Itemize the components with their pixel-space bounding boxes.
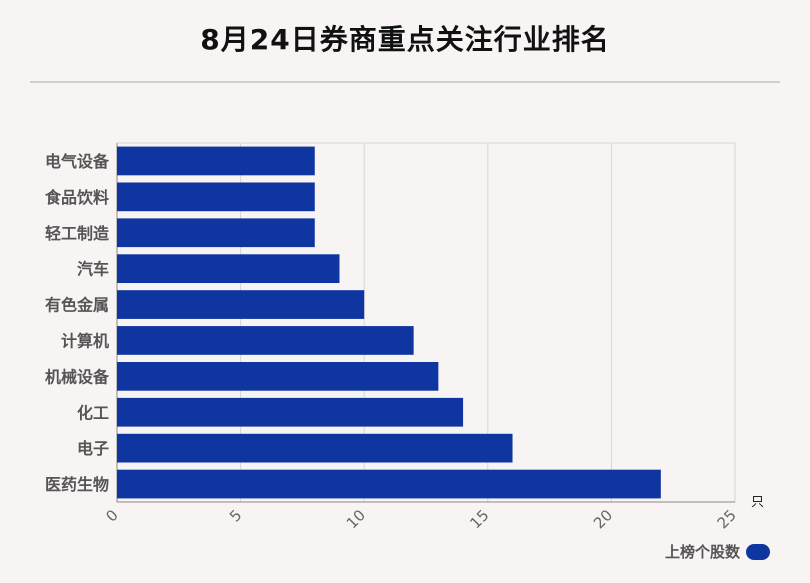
bar [117, 254, 340, 284]
bar [117, 182, 315, 212]
y-category-label: 汽车 [77, 260, 109, 279]
legend-label: 上榜个股数 [664, 543, 740, 561]
bar [117, 326, 414, 355]
bar [117, 469, 661, 499]
y-category-label: 计算机 [61, 331, 109, 350]
x-tick-label: 5 [226, 506, 245, 525]
bar [117, 361, 439, 391]
bar [117, 433, 513, 463]
x-unit-label: 只 [751, 495, 764, 510]
x-tick-label: 0 [102, 506, 121, 525]
y-category-label: 电子 [77, 439, 109, 458]
title-divider [30, 81, 780, 83]
bar [117, 218, 315, 248]
y-category-label: 化工 [77, 403, 109, 422]
legend[interactable]: 上榜个股数 [665, 541, 770, 562]
x-tick-label: 25 [714, 506, 740, 532]
bar [117, 397, 464, 427]
y-category-label: 有色金属 [45, 296, 109, 315]
x-tick-label: 10 [343, 506, 369, 532]
y-category-label: 电气设备 [45, 152, 110, 171]
y-category-label: 轻工制造 [45, 224, 110, 243]
legend-swatch [746, 543, 770, 560]
bar [117, 146, 315, 176]
y-category-label: 机械设备 [45, 367, 110, 386]
y-category-label: 食品饮料 [44, 188, 109, 207]
bar [117, 290, 365, 319]
x-tick-label: 20 [590, 506, 616, 532]
chart-title: 8月24日券商重点关注行业排名 [200, 23, 610, 56]
y-category-label: 医药生物 [45, 475, 109, 494]
x-tick-label: 15 [466, 506, 492, 532]
